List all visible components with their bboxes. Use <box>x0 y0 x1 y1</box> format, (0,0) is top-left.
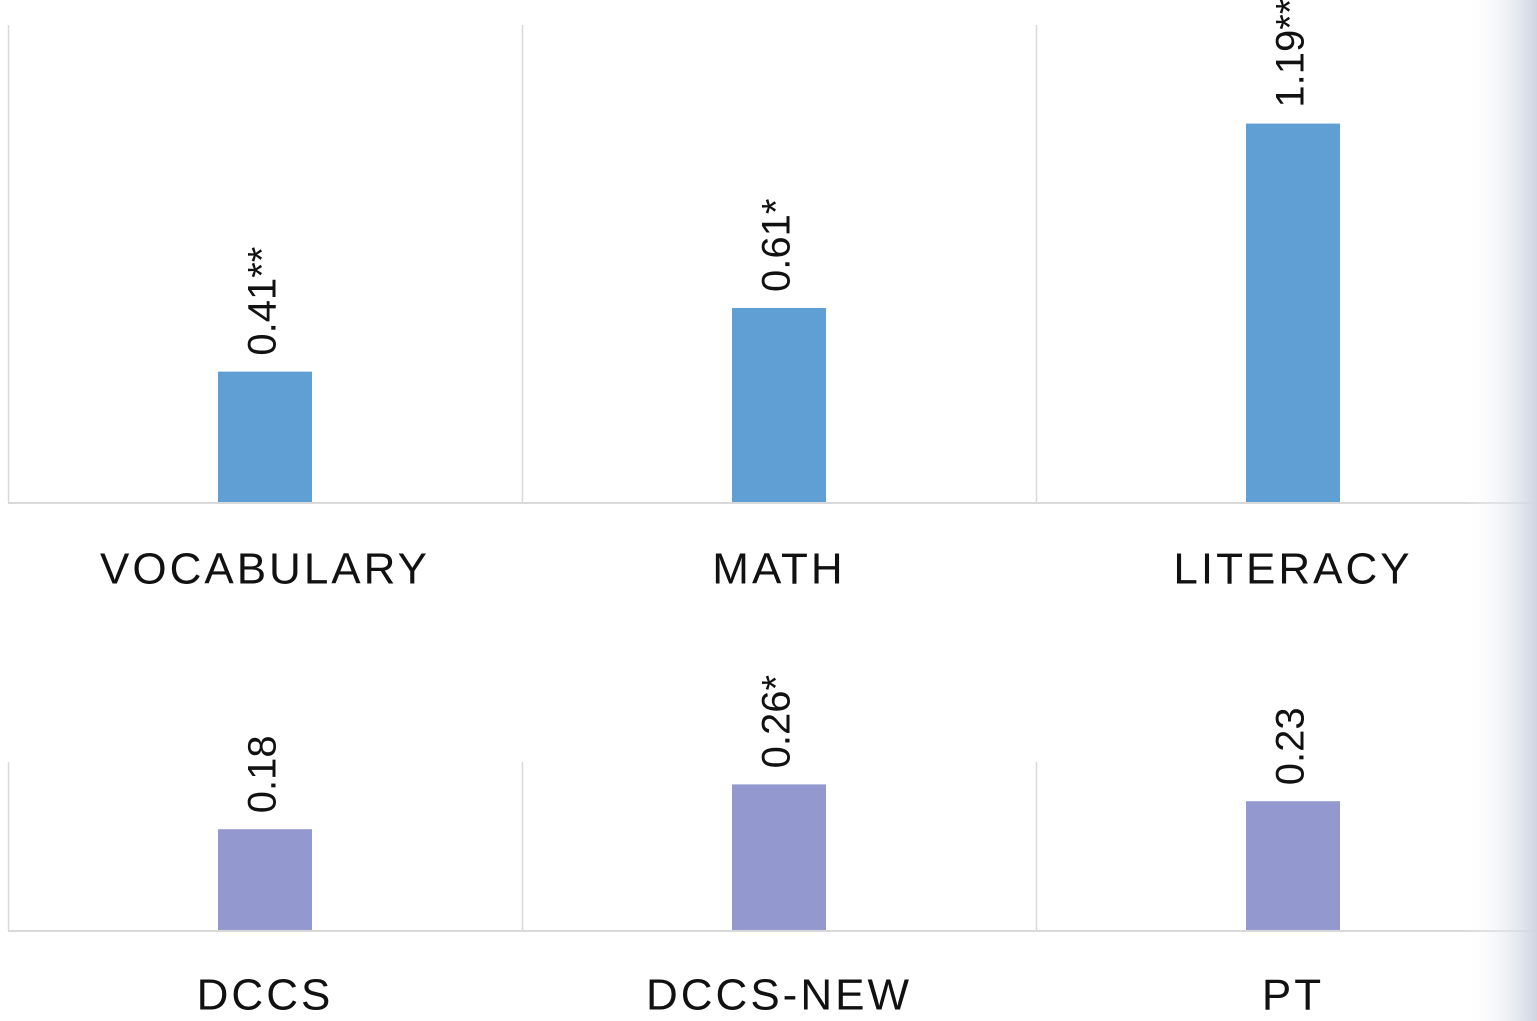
edge-fade <box>1465 0 1537 1021</box>
value-label: 0.61* <box>755 199 799 292</box>
bar <box>218 371 312 502</box>
x-tick-label: DCCS <box>197 971 334 1020</box>
bar <box>732 784 826 930</box>
plots: VOCABULARY 0.41** MATH 0.61* LITERACY 1.19***… <box>7 0 1537 1020</box>
value-label: 0.41** <box>241 247 285 356</box>
x-tick-label: VOCABULARY <box>100 545 430 594</box>
bar <box>1246 123 1340 502</box>
x-tick-label: LITERACY <box>1173 545 1412 594</box>
x-tick-label: MATH <box>712 545 845 594</box>
x-tick-label: PT <box>1262 971 1324 1020</box>
value-label: 1.19*** <box>1269 0 1313 108</box>
x-tick-label: DCCS-NEW <box>646 971 912 1020</box>
value-label: 0.18 <box>241 735 285 813</box>
bar <box>732 308 826 502</box>
value-label: 0.26* <box>755 675 799 768</box>
bar <box>218 829 312 930</box>
bar <box>1246 801 1340 930</box>
value-label: 0.23 <box>1269 707 1313 785</box>
